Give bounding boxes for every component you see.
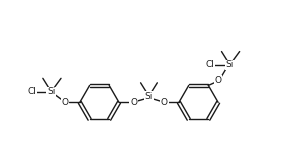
Text: Si: Si (145, 92, 153, 101)
Text: O: O (161, 98, 168, 107)
Text: Si: Si (226, 60, 234, 69)
Text: Si: Si (47, 87, 55, 96)
Text: O: O (62, 98, 69, 107)
Text: Cl: Cl (28, 87, 37, 96)
Text: O: O (215, 76, 222, 85)
Text: O: O (130, 98, 137, 107)
Text: Cl: Cl (205, 60, 214, 69)
